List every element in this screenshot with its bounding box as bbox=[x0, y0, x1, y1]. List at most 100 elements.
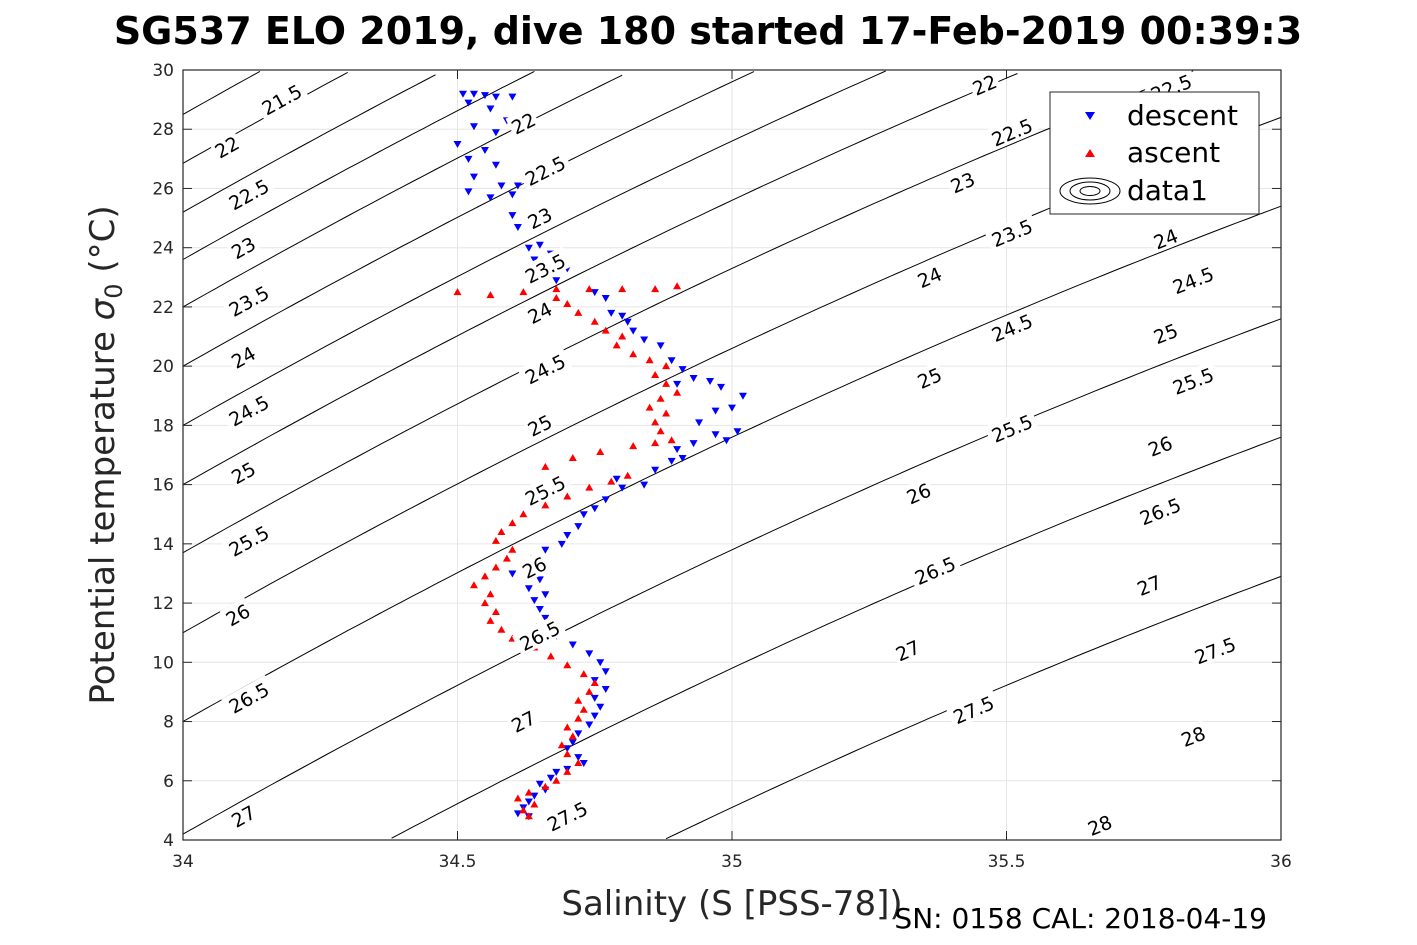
x-tick-label: 34 bbox=[172, 852, 194, 872]
descent-point bbox=[590, 289, 599, 297]
contour-label-background bbox=[221, 518, 276, 562]
descent-point bbox=[601, 668, 610, 676]
contour-label-background bbox=[221, 675, 276, 719]
descent-point bbox=[667, 357, 676, 365]
descent-point bbox=[464, 99, 473, 107]
contour-label-background bbox=[984, 407, 1039, 448]
descent-point bbox=[513, 810, 522, 818]
descent-point bbox=[480, 92, 489, 100]
contour-label-background bbox=[521, 408, 557, 441]
ascent-point bbox=[513, 794, 522, 802]
descent-point bbox=[530, 792, 539, 800]
ascent-point bbox=[585, 285, 594, 293]
descent-point bbox=[563, 531, 572, 539]
contour-label-background bbox=[1148, 317, 1183, 349]
descent-point bbox=[733, 428, 742, 436]
descent-point bbox=[491, 161, 500, 169]
descent-point bbox=[667, 457, 676, 465]
ascent-point bbox=[629, 350, 638, 358]
descent-point bbox=[508, 93, 517, 101]
descent-point bbox=[596, 659, 605, 667]
descent-point bbox=[585, 650, 594, 658]
x-tick-label: 35 bbox=[721, 852, 743, 872]
descent-point bbox=[568, 739, 577, 747]
ascent-point bbox=[662, 409, 671, 417]
ascent-point bbox=[541, 501, 550, 509]
contour-label-background bbox=[1148, 222, 1183, 254]
descent-point bbox=[480, 146, 489, 154]
ascent-point bbox=[563, 750, 572, 758]
legend-ascent-label: ascent bbox=[1127, 136, 1220, 169]
descent-point bbox=[469, 90, 478, 98]
ascent-point bbox=[585, 687, 594, 695]
contour-label-background bbox=[517, 347, 573, 390]
descent-point bbox=[673, 380, 682, 388]
descent-point bbox=[673, 446, 682, 454]
contour-label-group: 25 bbox=[1148, 317, 1183, 349]
descent-point bbox=[541, 614, 550, 622]
descent-point bbox=[695, 419, 704, 427]
contour-label-background bbox=[517, 148, 573, 191]
descent-point bbox=[590, 712, 599, 720]
chart-title: SG537 ELO 2019, dive 180 started 17-Feb-… bbox=[114, 9, 1302, 53]
descent-point bbox=[508, 191, 517, 199]
ascent-point bbox=[651, 439, 660, 447]
y-tick-label: 4 bbox=[163, 831, 174, 851]
contour-label-background bbox=[901, 476, 936, 509]
contour-label-background bbox=[254, 77, 309, 121]
descent-point bbox=[579, 760, 588, 767]
contour-label-background bbox=[1165, 260, 1221, 299]
descent-point bbox=[453, 141, 462, 149]
descent-point bbox=[469, 173, 478, 181]
ascent-point bbox=[645, 356, 654, 364]
ascent-point bbox=[618, 332, 627, 340]
x-tick-label: 36 bbox=[1270, 852, 1292, 872]
y-axis-label-sigma: σ bbox=[83, 297, 123, 320]
descent-point bbox=[535, 606, 544, 613]
ascent-point bbox=[469, 581, 478, 589]
contour-label-background bbox=[225, 799, 261, 832]
descent-point bbox=[469, 123, 478, 131]
legend-contour-icon bbox=[1059, 177, 1121, 205]
contour-line bbox=[182, 205, 1282, 722]
ascent-point bbox=[508, 545, 517, 553]
descent-point bbox=[491, 93, 500, 101]
y-tick-label: 10 bbox=[152, 653, 174, 673]
ascent-point bbox=[563, 723, 572, 731]
contour-label-background bbox=[1187, 630, 1243, 669]
contour-label-background bbox=[1132, 490, 1188, 530]
descent-point bbox=[458, 90, 467, 98]
contour-line bbox=[182, 70, 1194, 554]
contour-label-background bbox=[505, 106, 541, 139]
ascent-point bbox=[601, 326, 610, 334]
contour-label-background bbox=[219, 597, 255, 631]
descent-point bbox=[508, 570, 517, 578]
descent-point bbox=[579, 511, 588, 519]
descent-point bbox=[612, 475, 621, 483]
contour-label-background bbox=[1175, 720, 1210, 751]
ascent-point bbox=[486, 590, 495, 598]
ascent-point bbox=[491, 563, 500, 571]
descent-point bbox=[524, 585, 533, 593]
descent-point bbox=[535, 780, 544, 788]
ascent-point bbox=[585, 483, 594, 491]
contour-label-background bbox=[945, 688, 1001, 729]
y-tick-label: 22 bbox=[152, 298, 174, 318]
ascent-point bbox=[568, 453, 577, 461]
descent-point bbox=[601, 295, 610, 303]
legend: descent ascent data1 bbox=[1049, 91, 1260, 215]
descent-point bbox=[535, 576, 544, 584]
x-tick-label: 35.5 bbox=[988, 852, 1026, 872]
contour-label-background bbox=[225, 455, 261, 489]
ascent-point bbox=[656, 394, 665, 402]
legend-ascent-marker bbox=[1085, 149, 1095, 157]
descent-point bbox=[464, 155, 473, 163]
descent-point bbox=[535, 241, 544, 249]
ascent-point bbox=[590, 679, 599, 687]
y-tick-label: 30 bbox=[152, 61, 174, 81]
descent-point bbox=[524, 244, 533, 252]
descent-point bbox=[689, 440, 698, 448]
contour-label-background bbox=[208, 129, 244, 163]
contour-label-background bbox=[911, 260, 947, 293]
